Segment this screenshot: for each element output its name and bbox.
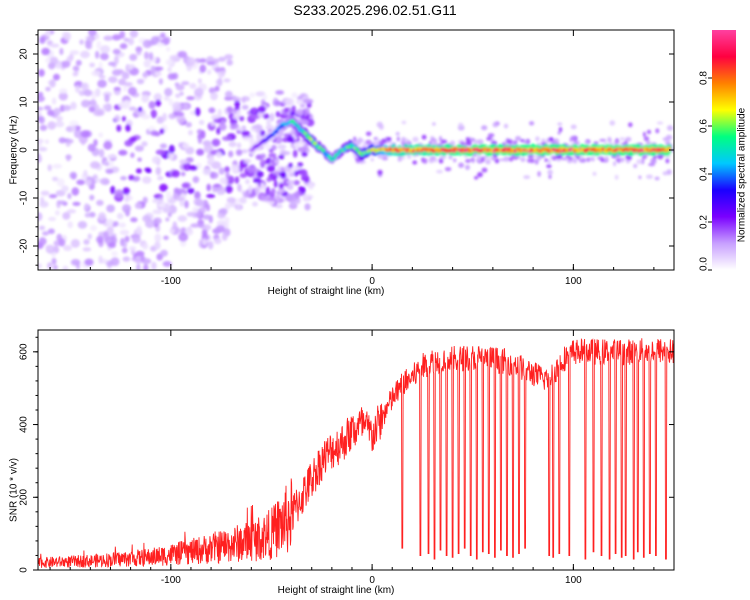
y-tick-label: 0 [19, 147, 30, 153]
spectrogram-cells [38, 30, 674, 270]
colorbar-tick-label: 0.4 [699, 167, 710, 181]
y-axis-label: SNR (10 * v/v) [9, 458, 20, 522]
x-tick-label: 0 [369, 276, 375, 287]
colorbar-gradient [712, 30, 736, 270]
y-tick-label: 200 [19, 488, 30, 505]
x-tick-label: -100 [161, 276, 181, 287]
figure-title: S233.2025.296.02.51.G11 [293, 2, 457, 18]
y-tick-label: 0 [19, 567, 30, 573]
snr-line [38, 337, 674, 569]
y-tick-label: 600 [19, 343, 30, 360]
y-tick-label: -10 [19, 190, 30, 205]
y-tick-label: -20 [19, 238, 30, 253]
colorbar-tick-label: 0.6 [699, 119, 710, 133]
colorbar-tick-label: 0.8 [699, 71, 710, 85]
snr-panel: -100 0 100 0 200 400 600 Height of straight lin… [9, 329, 675, 596]
snr-frame [37, 329, 675, 571]
colorbar-tick-label: 0.0 [699, 257, 710, 271]
x-axis-label: Height of straight line (km) [268, 286, 385, 297]
x-tick-label: 100 [565, 276, 582, 287]
colorbar-tick-label: 0.2 [699, 215, 710, 229]
y-tick-label: 20 [19, 48, 30, 60]
colorbar: 0.0 0.2 0.4 0.6 0.8 Normalized spectral ampli… [699, 30, 748, 271]
y-tick-label: 400 [19, 416, 30, 433]
x-tick-label: 100 [565, 575, 582, 586]
snr-series [38, 337, 674, 569]
colorbar-label: Normalized spectral amplitude [737, 107, 748, 242]
y-tick-label: 10 [19, 96, 30, 108]
y-axis-label: Frequency (Hz) [9, 116, 20, 185]
x-tick-label: -100 [161, 575, 181, 586]
x-axis-label: Height of straight line (km) [278, 585, 395, 596]
spectrogram-blobs [38, 30, 674, 270]
x-tick-label: 0 [369, 575, 375, 586]
